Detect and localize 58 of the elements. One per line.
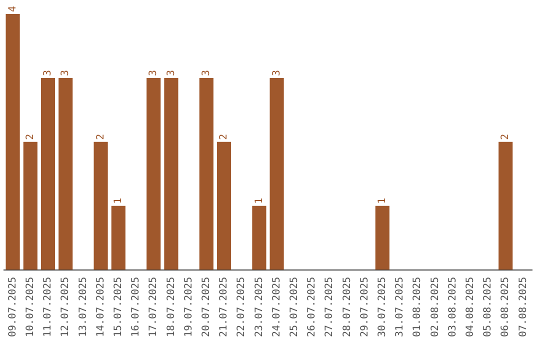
data-label: 4	[7, 6, 18, 12]
x-tick-label: 06.08.2025	[500, 276, 512, 338]
x-tick-label: 03.08.2025	[447, 276, 458, 338]
bar	[252, 206, 266, 270]
x-tick-label: 21.07.2025	[218, 276, 230, 338]
bar	[23, 142, 38, 270]
x-tick-label: 26.07.2025	[306, 276, 318, 338]
data-label: 1	[376, 198, 388, 204]
x-tick-label: 07.08.2025	[518, 276, 529, 338]
data-label: 2	[218, 134, 230, 140]
x-tick-label: 28.07.2025	[342, 276, 353, 338]
x-tick-label: 09.07.2025	[7, 276, 18, 338]
x-tick-label: 13.07.2025	[78, 276, 89, 338]
data-label: 2	[95, 134, 106, 140]
bar	[58, 78, 73, 270]
x-tick-label: 01.08.2025	[412, 276, 424, 338]
data-label: 1	[112, 198, 124, 204]
x-tick-label: 29.07.2025	[359, 276, 370, 338]
x-tick-label: 24.07.2025	[271, 276, 282, 338]
x-tick-label: 22.07.2025	[236, 276, 248, 338]
bar	[6, 14, 20, 270]
x-tick-label: 11.07.2025	[42, 276, 54, 338]
x-tick-label: 02.08.2025	[430, 276, 441, 338]
x-tick-label: 16.07.2025	[130, 276, 142, 338]
data-label: 3	[42, 70, 54, 76]
data-label: 2	[500, 134, 512, 140]
x-tick-label: 04.08.2025	[464, 276, 476, 338]
x-tick-label: 17.07.2025	[148, 276, 160, 338]
bar	[111, 206, 126, 270]
bar	[94, 142, 108, 270]
x-tick-label: 18.07.2025	[166, 276, 177, 338]
bar	[146, 78, 161, 270]
x-tick-label: 27.07.2025	[324, 276, 336, 338]
bar	[40, 78, 56, 270]
bar	[498, 142, 513, 270]
x-tick-label: 12.07.2025	[60, 276, 72, 338]
x-tick-label: 10.07.2025	[24, 276, 36, 338]
data-label: 3	[148, 70, 160, 76]
bar	[199, 78, 214, 270]
x-tick-label: 19.07.2025	[183, 276, 194, 338]
x-tick-label: 23.07.2025	[254, 276, 265, 338]
x-tick-label: 25.07.2025	[288, 276, 300, 338]
x-tick-label: 30.07.2025	[376, 276, 388, 338]
data-label: 2	[24, 134, 36, 140]
data-label: 1	[254, 198, 265, 204]
data-label: 3	[60, 70, 72, 76]
bar	[375, 206, 390, 270]
data-label: 3	[200, 70, 212, 76]
bar	[216, 142, 232, 270]
x-tick-label: 31.07.2025	[394, 276, 406, 338]
x-tick-label: 14.07.2025	[95, 276, 106, 338]
data-label: 3	[166, 70, 177, 76]
x-tick-label: 15.07.2025	[112, 276, 124, 338]
x-tick-label: 20.07.2025	[200, 276, 212, 338]
data-label: 3	[271, 70, 282, 76]
bar	[164, 78, 178, 270]
bar	[270, 78, 284, 270]
x-tick-label: 05.08.2025	[482, 276, 494, 338]
